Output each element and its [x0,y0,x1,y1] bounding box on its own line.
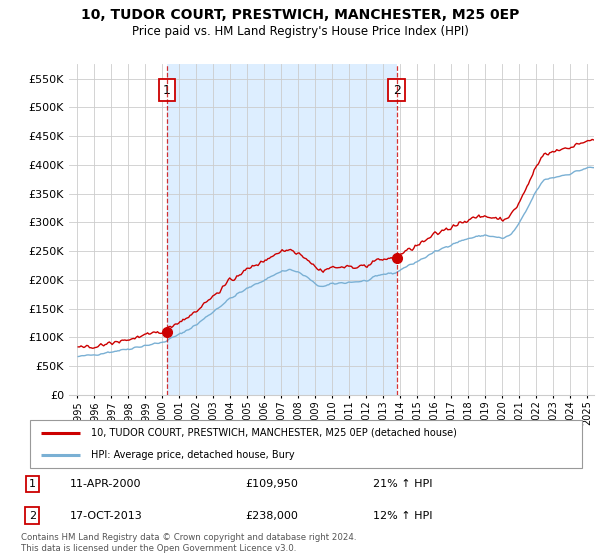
Text: 17-OCT-2013: 17-OCT-2013 [70,511,143,521]
Text: Contains HM Land Registry data © Crown copyright and database right 2024.
This d: Contains HM Land Registry data © Crown c… [21,533,356,553]
Text: HPI: Average price, detached house, Bury: HPI: Average price, detached house, Bury [91,450,295,460]
Text: 12% ↑ HPI: 12% ↑ HPI [373,511,433,521]
Text: £109,950: £109,950 [245,479,298,489]
Text: 2: 2 [393,84,401,97]
Text: £238,000: £238,000 [245,511,298,521]
Text: 1: 1 [163,84,171,97]
Text: 11-APR-2000: 11-APR-2000 [70,479,142,489]
Text: 10, TUDOR COURT, PRESTWICH, MANCHESTER, M25 0EP: 10, TUDOR COURT, PRESTWICH, MANCHESTER, … [81,8,519,22]
FancyBboxPatch shape [30,420,582,468]
Text: Price paid vs. HM Land Registry's House Price Index (HPI): Price paid vs. HM Land Registry's House … [131,25,469,38]
Text: 2: 2 [29,511,36,521]
Bar [167,64,397,395]
Text: 1: 1 [29,479,36,489]
Text: 21% ↑ HPI: 21% ↑ HPI [373,479,433,489]
Text: 10, TUDOR COURT, PRESTWICH, MANCHESTER, M25 0EP (detached house): 10, TUDOR COURT, PRESTWICH, MANCHESTER, … [91,428,457,438]
